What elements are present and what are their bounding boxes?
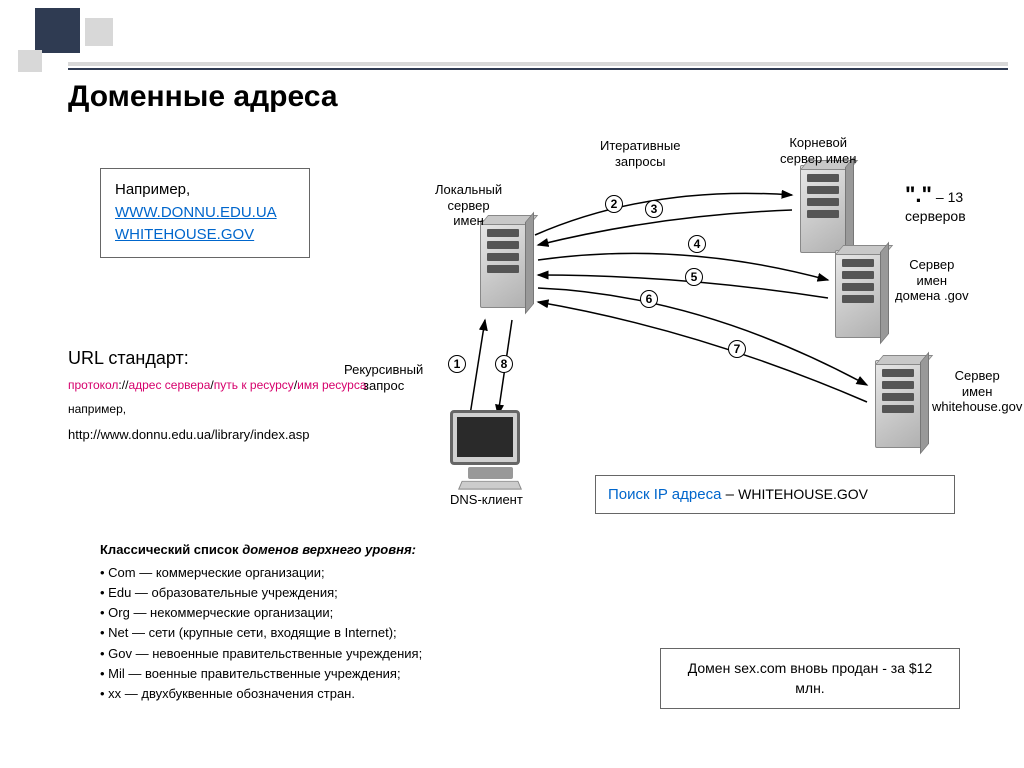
tld-title: Классический список доменов верхнего уро…: [100, 542, 416, 557]
arrow-num-2: 2: [605, 195, 623, 213]
example-box: Например, WWW.DONNU.EDU.UA WHITEHOUSE.GO…: [100, 168, 310, 258]
url-heading: URL стандарт:: [68, 348, 189, 369]
arrow-1: [470, 320, 485, 415]
server-label-root: Корневойсервер имен: [780, 135, 856, 166]
page-title: Доменные адреса: [68, 80, 338, 114]
arrow-3: [538, 210, 792, 245]
arrow-num-3: 3: [645, 200, 663, 218]
tld-item: • Org — некоммерческие организации;: [100, 603, 422, 623]
client-label: DNS-клиент: [450, 492, 523, 508]
dns-client: [450, 410, 530, 490]
arrow-num-4: 4: [688, 235, 706, 253]
arrow-5: [538, 275, 828, 298]
recursive-label: Рекурсивныйзапрос: [344, 362, 423, 393]
tld-item: • Edu — образовательные учреждения;: [100, 583, 422, 603]
example-label: Например,: [115, 179, 295, 202]
tld-item: • Net — сети (крупные сети, входящие в I…: [100, 623, 422, 643]
server-gov: [835, 250, 883, 340]
domain-sale-box: Домен sex.com вновь продан - за $12 млн.: [660, 648, 960, 709]
dns-diagram: ЛокальныйсерверименКорневойсервер именСе…: [350, 140, 970, 500]
arrow-2: [535, 193, 792, 235]
tld-list: • Com — коммерческие организации;• Edu —…: [100, 563, 422, 704]
iterative-label: Итеративныезапросы: [600, 138, 680, 169]
arrow-num-1: 1: [448, 355, 466, 373]
server-label-gov: Серверимендомена .gov: [895, 257, 969, 304]
example-link-2[interactable]: WHITEHOUSE.GOV: [115, 224, 295, 247]
example-link-1[interactable]: WWW.DONNU.EDU.UA: [115, 202, 295, 225]
server-label-local: Локальныйсерверимен: [435, 182, 502, 229]
arrow-num-5: 5: [685, 268, 703, 286]
url-example-label: например,: [68, 402, 126, 416]
tld-item: • Gov — невоенные правительственные учре…: [100, 644, 422, 664]
arrow-num-7: 7: [728, 340, 746, 358]
url-example: http://www.donnu.edu.ua/library/index.as…: [68, 427, 309, 442]
arrow-num-6: 6: [640, 290, 658, 308]
url-template: протокол://адрес сервера/путь к ресурсу/…: [68, 378, 367, 392]
tld-item: • Mil — военные правительственные учрежд…: [100, 664, 422, 684]
arrow-6: [538, 288, 867, 385]
server-root: [800, 165, 848, 255]
arrow-7: [538, 302, 867, 402]
server-label-wh: Серверименwhitehouse.gov: [932, 368, 1022, 415]
arrow-num-8: 8: [495, 355, 513, 373]
server-local: [480, 220, 528, 310]
arrow-4: [538, 253, 828, 280]
tld-item: • Com — коммерческие организации;: [100, 563, 422, 583]
tld-item: • xx — двухбуквенные обозначения стран.: [100, 684, 422, 704]
server-wh: [875, 360, 923, 450]
